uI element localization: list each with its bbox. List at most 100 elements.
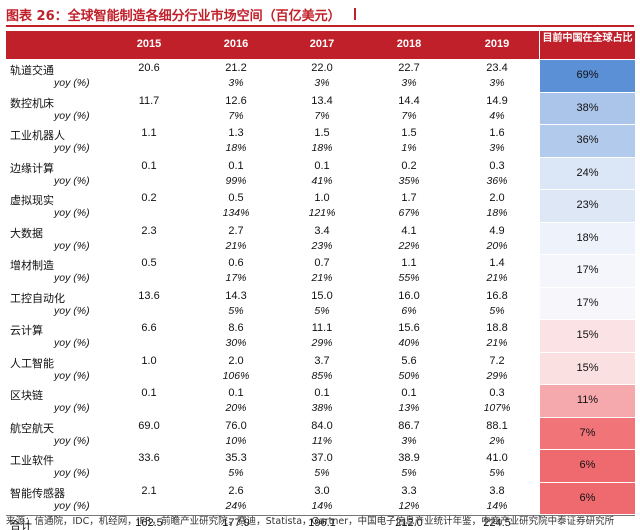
value-cell: 1.7 [401,192,417,204]
row-label: 工控自动化 [10,291,65,305]
total-cell: 177.9 [222,517,250,529]
share-cell: 17% [540,255,635,287]
yoy-cell: 3% [489,77,505,89]
figure-title-bar: 图表 26：全球智能制造各细分行业市场空间（百亿美元） [0,0,640,30]
share-value: 6% [579,491,596,504]
share-cell: 15% [540,320,635,352]
yoy-cell: 7% [228,109,244,122]
yoy-label: yoy (%) [54,337,90,349]
share-cell: 24% [540,157,635,189]
title-underline [6,25,634,27]
yoy-cell: 3% [228,77,244,89]
value-cell: 0.1 [314,387,330,399]
share-value: 38% [576,101,599,114]
yoy-label: yoy (%) [54,109,90,122]
value-cell: 14.9 [486,94,508,107]
share-value: 15% [576,361,599,374]
value-cell: 11.7 [138,94,160,107]
value-cell: 1.0 [314,192,330,204]
yoy-cell: 121% [308,207,336,219]
value-cell: 0.1 [228,159,244,172]
row-label: 边缘计算 [10,161,54,175]
value-cell: 0.2 [141,192,157,204]
share-cell: 17% [540,287,635,319]
value-cell: 0.5 [228,192,244,204]
share-value: 11% [576,394,599,406]
yoy-cell: 1% [401,142,417,154]
value-cell: 15.6 [398,322,420,334]
figure-title: 图表 26：全球智能制造各细分行业市场空间（百亿美元） [6,9,341,24]
yoy-cell: 85% [311,369,333,382]
yoy-cell: 50% [398,369,420,382]
value-cell: 88.1 [486,419,508,432]
share-cell: 36% [540,125,635,157]
yoy-cell: 5% [314,304,330,317]
value-cell: 0.1 [228,387,244,399]
share-cell: 11% [540,385,635,417]
row-label: 人工智能 [10,356,54,370]
value-cell: 0.6 [228,257,244,269]
value-cell: 4.1 [401,224,417,237]
value-cell: 2.0 [489,192,505,204]
value-cell: 3.0 [314,484,330,497]
value-cell: 1.3 [228,127,244,139]
value-cell: 2.7 [228,224,244,237]
value-cell: 0.1 [401,387,417,399]
value-cell: 3.8 [489,484,505,497]
value-cell: 22.0 [311,62,333,74]
value-cell: 38.9 [398,452,420,464]
share-value: 69% [576,69,599,81]
value-cell: 41.0 [486,452,508,464]
total-divider [6,515,635,516]
value-cell: 0.3 [489,387,505,399]
share-cell: 15% [540,352,635,384]
yoy-cell: 107% [483,402,511,414]
yoy-cell: 20% [225,402,247,414]
value-cell: 14.3 [225,289,247,302]
yoy-cell: 3% [401,434,417,447]
share-column-header: 目前中国在全球占比 [540,31,635,59]
value-cell: 0.3 [489,159,505,172]
yoy-label: yoy (%) [54,304,90,317]
yoy-label: yoy (%) [54,402,90,414]
yoy-label: yoy (%) [54,467,90,479]
yoy-cell: 41% [311,174,333,187]
row-label: 云计算 [10,324,43,337]
share-value: 24% [576,166,599,179]
yoy-cell: 40% [398,337,420,349]
yoy-label: yoy (%) [54,142,90,154]
yoy-cell: 20% [486,239,508,252]
yoy-cell: 21% [311,272,333,284]
value-cell: 13.6 [138,289,160,302]
yoy-cell: 38% [311,402,333,414]
yoy-cell: 24% [225,499,247,512]
value-cell: 35.3 [225,452,247,464]
share-value: 23% [576,199,599,211]
value-cell: 14.4 [398,94,420,107]
row-label: 增材制造 [10,259,54,272]
value-cell: 0.1 [141,159,157,172]
row-label: 大数据 [10,226,43,240]
row-label: 智能传感器 [10,486,65,500]
value-cell: 16.8 [486,289,508,302]
value-cell: 3.7 [314,354,330,367]
share-cell: 38% [540,92,635,124]
yoy-cell: 5% [228,467,244,479]
yoy-label: yoy (%) [54,369,90,382]
yoy-cell: 18% [225,142,247,154]
row-label: 航空航天 [10,421,54,435]
yoy-cell: 23% [311,239,333,252]
value-cell: 1.5 [401,127,417,139]
yoy-cell: 106% [222,369,250,382]
yoy-cell: 35% [398,174,420,187]
share-value: 15% [576,329,599,341]
yoy-cell: 17% [225,272,247,284]
yoy-cell: 5% [314,467,330,479]
value-cell: 11.1 [311,322,333,334]
value-cell: 33.6 [138,452,160,464]
yoy-cell: 21% [486,272,508,284]
yoy-cell: 4% [489,109,505,122]
yoy-cell: 3% [489,142,505,154]
table-header-band [6,31,539,59]
share-cell: 69% [540,60,635,92]
